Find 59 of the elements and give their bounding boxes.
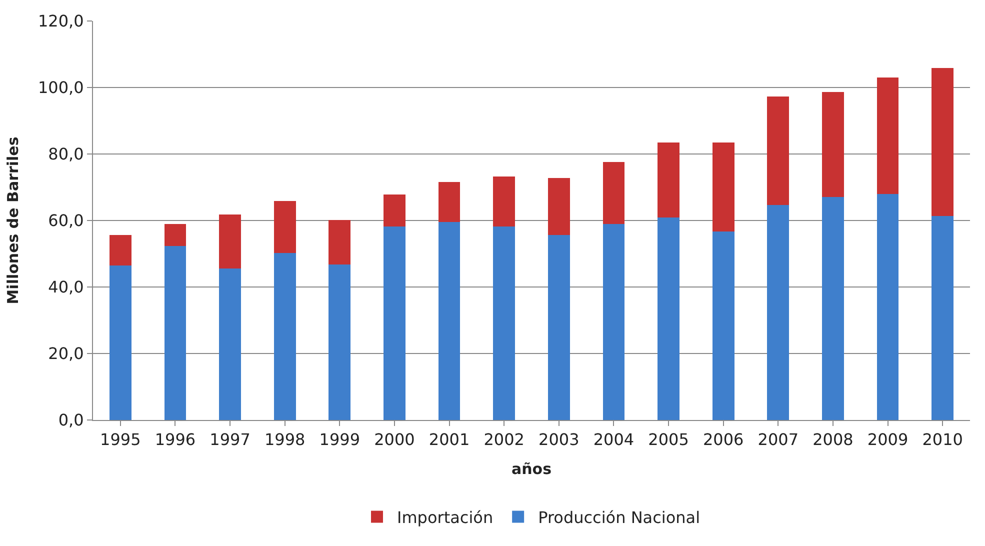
y-tick-label: 80,0 [48, 144, 84, 164]
bar [602, 224, 625, 420]
bar [658, 142, 680, 218]
bar [493, 176, 516, 226]
legend-label: Importación [397, 508, 494, 527]
x-tick-label: 1998 [264, 430, 306, 450]
y-tick-label: 20,0 [48, 344, 84, 364]
x-tick-label: 2002 [484, 430, 524, 450]
bar [602, 162, 625, 224]
x-tick-label: 2008 [812, 430, 854, 450]
bar [274, 252, 296, 420]
x-tick-label: 1999 [319, 430, 360, 450]
y-axis-title: Millones de Barriles [4, 136, 22, 304]
bar [328, 220, 351, 264]
y-tick-label: 60,0 [48, 211, 84, 230]
bar [274, 201, 296, 253]
bar [712, 142, 734, 232]
x-tick-label: 1996 [154, 430, 196, 450]
x-tick-label: 2004 [593, 430, 634, 450]
x-tick-label: 2010 [922, 430, 963, 450]
bar [767, 96, 790, 205]
x-tick-label: 2000 [374, 430, 415, 450]
x-tick-label: 2005 [648, 430, 689, 450]
bar [109, 235, 132, 266]
x-tick-label: 2003 [538, 430, 580, 450]
bar [712, 231, 734, 420]
bar [384, 194, 406, 226]
bar [548, 178, 570, 236]
y-tick-label: 40,0 [48, 278, 84, 297]
bar [219, 214, 241, 268]
x-tick-label: 2006 [702, 430, 744, 450]
bar [328, 264, 351, 420]
y-tick-label: 120,0 [38, 12, 84, 31]
bar [493, 226, 516, 420]
x-tick-label: 1995 [100, 430, 141, 450]
x-tick-label: 2001 [428, 430, 470, 450]
bar [219, 268, 241, 420]
bar [932, 216, 954, 420]
bar [822, 196, 844, 420]
x-tick-label: 1997 [210, 430, 250, 450]
x-tick-label: 2007 [758, 430, 799, 450]
bar [658, 218, 680, 420]
bar [767, 204, 790, 420]
y-tick-label: 0,0 [58, 410, 84, 430]
bar [876, 194, 899, 420]
legend-label: Producción Nacional [538, 508, 700, 527]
bar [822, 92, 844, 197]
bar [548, 235, 570, 420]
bar [384, 226, 406, 420]
bar [438, 182, 460, 222]
bar [164, 246, 186, 420]
bar [164, 224, 186, 246]
bar [438, 222, 460, 420]
x-tick-label: 2009 [867, 430, 908, 450]
bar [109, 265, 132, 420]
bar [876, 78, 899, 194]
x-axis-title: años [511, 460, 552, 478]
bar [932, 68, 954, 216]
y-tick-label: 100,0 [38, 78, 84, 98]
